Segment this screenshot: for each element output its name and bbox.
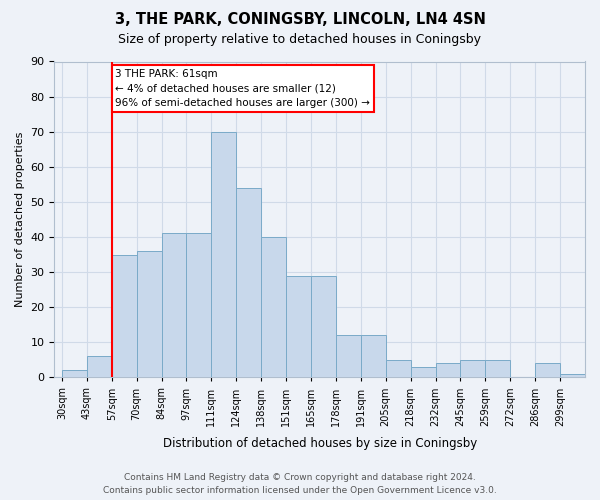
Bar — [436, 364, 460, 378]
Text: Size of property relative to detached houses in Coningsby: Size of property relative to detached ho… — [119, 32, 482, 46]
Text: 3, THE PARK, CONINGSBY, LINCOLN, LN4 4SN: 3, THE PARK, CONINGSBY, LINCOLN, LN4 4SN — [115, 12, 485, 28]
Bar — [386, 360, 410, 378]
Bar — [62, 370, 87, 378]
Text: 3 THE PARK: 61sqm
← 4% of detached houses are smaller (12)
96% of semi-detached : 3 THE PARK: 61sqm ← 4% of detached house… — [115, 68, 370, 108]
Bar — [286, 276, 311, 378]
Bar — [361, 335, 386, 378]
Bar — [87, 356, 112, 378]
Bar — [161, 234, 187, 378]
Bar — [261, 237, 286, 378]
Bar — [460, 360, 485, 378]
Bar — [112, 254, 137, 378]
Bar — [410, 367, 436, 378]
Bar — [236, 188, 261, 378]
Bar — [535, 364, 560, 378]
Bar — [336, 335, 361, 378]
Bar — [485, 360, 510, 378]
Text: Contains HM Land Registry data © Crown copyright and database right 2024.
Contai: Contains HM Land Registry data © Crown c… — [103, 473, 497, 495]
Y-axis label: Number of detached properties: Number of detached properties — [15, 132, 25, 307]
Bar — [187, 234, 211, 378]
Bar — [137, 251, 161, 378]
Bar — [211, 132, 236, 378]
X-axis label: Distribution of detached houses by size in Coningsby: Distribution of detached houses by size … — [163, 437, 477, 450]
Bar — [560, 374, 585, 378]
Bar — [311, 276, 336, 378]
